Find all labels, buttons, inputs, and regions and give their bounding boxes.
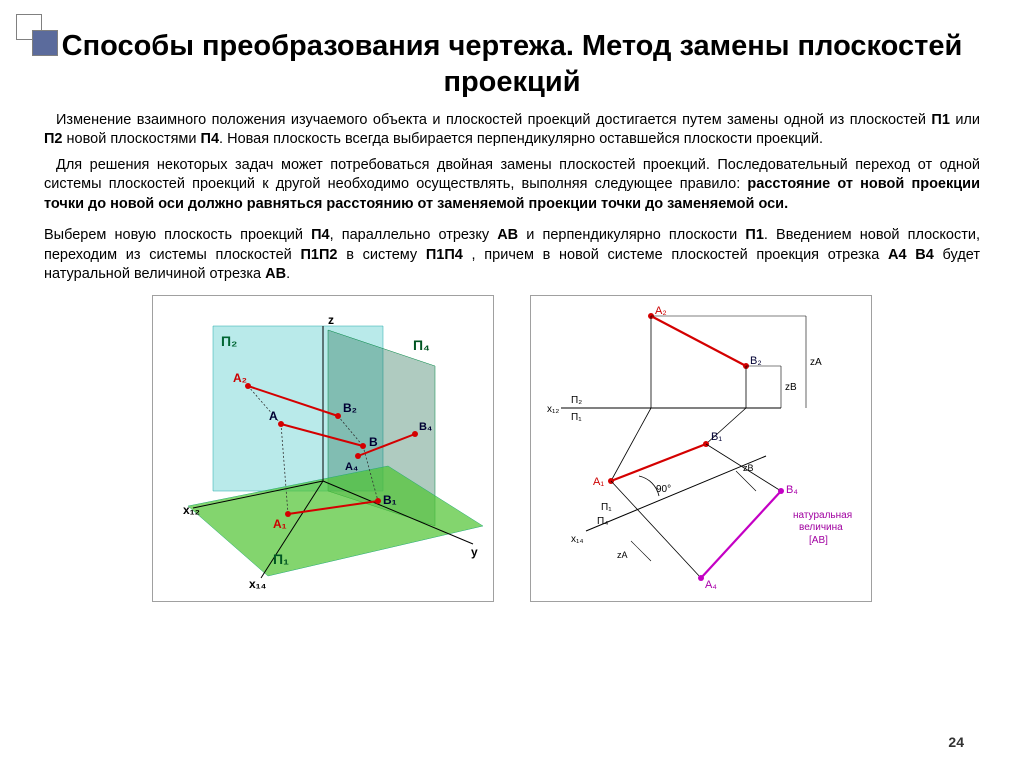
svg-text:B₁: B₁ bbox=[711, 431, 722, 443]
svg-text:A₂: A₂ bbox=[655, 305, 667, 317]
svg-text:П₄: П₄ bbox=[597, 516, 608, 527]
svg-text:B: B bbox=[369, 435, 378, 449]
svg-text:[AB]: [AB] bbox=[809, 535, 828, 546]
paragraph-2: Для решения некоторых задач может потреб… bbox=[44, 156, 980, 215]
svg-text:B₄: B₄ bbox=[419, 421, 432, 433]
svg-text:B₄: B₄ bbox=[786, 484, 798, 496]
svg-text:B₂: B₂ bbox=[343, 401, 357, 415]
svg-text:zA: zA bbox=[617, 550, 628, 560]
svg-text:zA: zA bbox=[810, 357, 822, 368]
svg-text:П₁: П₁ bbox=[601, 502, 612, 513]
svg-text:x₁₄: x₁₄ bbox=[249, 577, 267, 591]
svg-text:A₄: A₄ bbox=[345, 461, 358, 473]
svg-text:y: y bbox=[471, 545, 478, 559]
svg-text:П₄: П₄ bbox=[413, 337, 430, 353]
svg-text:величина: величина bbox=[799, 522, 843, 533]
svg-text:A₂: A₂ bbox=[233, 371, 247, 385]
figure-3d-projection: z y x₁₂ x₁₄ П₂ П₁ П₄ A₂ B₂ A B A₁ B₁ A₄ B₄ bbox=[152, 295, 494, 602]
svg-text:x₁₄: x₁₄ bbox=[571, 534, 583, 545]
svg-text:90°: 90° bbox=[656, 484, 671, 495]
svg-text:A₁: A₁ bbox=[593, 476, 604, 488]
svg-text:A: A bbox=[269, 409, 278, 423]
svg-text:П₂: П₂ bbox=[221, 333, 237, 349]
slide-content: Способы преобразования чертежа. Метод за… bbox=[0, 0, 1024, 602]
svg-text:x₁₂: x₁₂ bbox=[183, 503, 200, 517]
paragraph-1: Изменение взаимного положения изучаемого… bbox=[44, 111, 980, 150]
svg-text:zB: zB bbox=[785, 382, 797, 393]
svg-text:П₁: П₁ bbox=[571, 412, 582, 423]
svg-text:A₁: A₁ bbox=[273, 517, 287, 531]
svg-text:натуральная: натуральная bbox=[793, 510, 852, 521]
svg-text:B₁: B₁ bbox=[383, 493, 397, 507]
svg-text:x₁₂: x₁₂ bbox=[547, 404, 559, 415]
slide-title: Способы преобразования чертежа. Метод за… bbox=[44, 28, 980, 101]
svg-text:B₂: B₂ bbox=[750, 355, 762, 367]
figure-2d-epure: П₂ П₁ x₁₂ A₂ B₂ zB zA A₁ B₁ П₁ П₄ x₁₄ 90° A₄ B₄ zA zB нат… bbox=[530, 295, 872, 602]
svg-text:П₂: П₂ bbox=[571, 395, 582, 406]
svg-text:zB: zB bbox=[743, 463, 754, 473]
svg-text:П₁: П₁ bbox=[273, 551, 289, 567]
svg-text:z: z bbox=[328, 313, 334, 327]
paragraph-3: Выберем новую плоскость проекций П4, пар… bbox=[44, 226, 980, 285]
svg-text:A₄: A₄ bbox=[705, 579, 717, 591]
page-number: 24 bbox=[948, 734, 964, 750]
